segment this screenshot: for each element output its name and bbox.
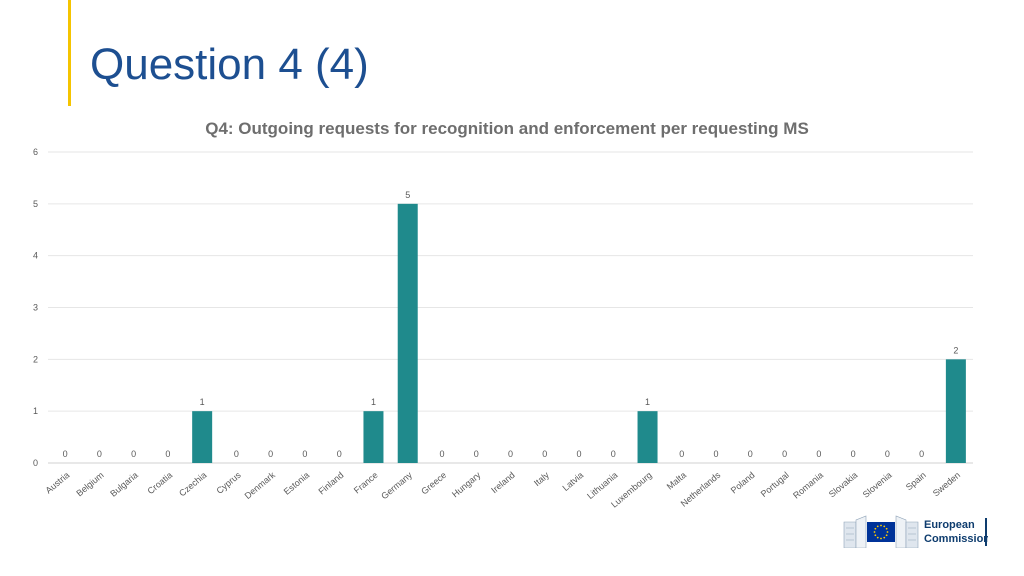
y-tick-label: 4 — [33, 251, 38, 261]
data-label-france: 1 — [371, 397, 376, 407]
logo-line-2: Commission — [924, 533, 988, 545]
x-tick-label-denmark: Denmark — [243, 470, 278, 501]
y-tick-label: 6 — [33, 147, 38, 157]
x-tick-label-finland: Finland — [316, 470, 345, 497]
data-label-slovakia: 0 — [851, 449, 856, 459]
data-label-netherlands: 0 — [714, 449, 719, 459]
bar-germany — [397, 203, 418, 464]
data-label-finland: 0 — [337, 449, 342, 459]
data-label-ireland: 0 — [508, 449, 513, 459]
eu-star — [885, 534, 888, 537]
data-label-latvia: 0 — [577, 449, 582, 459]
data-label-belgium: 0 — [97, 449, 102, 459]
x-tick-label-czechia: Czechia — [177, 470, 208, 499]
eu-star — [883, 525, 886, 528]
data-label-bulgaria: 0 — [131, 449, 136, 459]
x-tick-label-slovenia: Slovenia — [861, 470, 894, 500]
chart-gridlines — [48, 151, 973, 464]
eu-star — [885, 527, 888, 530]
european-commission-logo: European Commission — [842, 515, 988, 548]
x-tick-label-sweden: Sweden — [931, 470, 962, 499]
eu-flag-icon — [867, 522, 895, 542]
data-label-malta: 0 — [679, 449, 684, 459]
slide-title: Question 4 (4) — [90, 40, 369, 89]
x-tick-label-bulgaria: Bulgaria — [108, 470, 140, 499]
x-tick-label-ireland: Ireland — [489, 470, 517, 495]
data-label-austria: 0 — [63, 449, 68, 459]
x-tick-label-latvia: Latvia — [560, 470, 585, 493]
x-tick-label-slovakia: Slovakia — [827, 470, 859, 500]
x-tick-label-austria: Austria — [44, 470, 72, 496]
data-label-romania: 0 — [816, 449, 821, 459]
eu-star — [874, 527, 877, 530]
y-tick-label: 2 — [33, 354, 38, 364]
data-labels: 0 0 0 0 1 0 0 0 0 1 5 0 0 0 0 0 0 1 0 0 0 0 0 0 0 0 2 — [63, 190, 959, 459]
bar-sweden — [945, 359, 966, 463]
x-tick-label-spain: Spain — [904, 470, 928, 492]
data-label-czechia: 1 — [200, 397, 205, 407]
y-tick-label: 0 — [33, 458, 38, 468]
data-label-hungary: 0 — [474, 449, 479, 459]
x-tick-label-romania: Romania — [791, 470, 825, 501]
eu-star — [874, 534, 877, 537]
data-label-greece: 0 — [439, 449, 444, 459]
x-tick-label-france: France — [352, 470, 380, 496]
y-tick-label: 5 — [33, 199, 38, 209]
x-tick-label-cyprus: Cyprus — [214, 470, 243, 496]
x-tick-label-portugal: Portugal — [759, 470, 791, 499]
data-label-poland: 0 — [748, 449, 753, 459]
data-label-sweden: 2 — [953, 345, 958, 355]
logo-divider — [985, 518, 987, 546]
eu-star — [883, 536, 886, 539]
x-tick-label-croatia: Croatia — [146, 470, 175, 496]
y-tick-label: 1 — [33, 406, 38, 416]
bar-france — [363, 411, 384, 463]
y-axis-ticks: 0 1 2 3 4 5 6 — [33, 147, 38, 468]
chart-title: Q4: Outgoing requests for recognition an… — [205, 119, 809, 138]
x-tick-label-greece: Greece — [419, 470, 448, 497]
x-tick-label-hungary: Hungary — [450, 470, 483, 500]
x-axis-categories: Austria Belgium Bulgaria Croatia Czechia Cypr… — [44, 470, 963, 510]
data-label-portugal: 0 — [782, 449, 787, 459]
data-label-croatia: 0 — [165, 449, 170, 459]
data-label-italy: 0 — [542, 449, 547, 459]
x-tick-label-poland: Poland — [729, 470, 757, 496]
logo-line-1: European — [924, 519, 975, 531]
eu-star — [873, 531, 876, 533]
data-label-cyprus: 0 — [234, 449, 239, 459]
eu-star — [886, 531, 889, 533]
eu-star — [880, 537, 882, 540]
x-tick-label-germany: Germany — [379, 470, 414, 502]
x-tick-label-belgium: Belgium — [74, 470, 105, 499]
x-tick-label-italy: Italy — [532, 470, 551, 489]
title-accent-bar — [68, 0, 71, 106]
chart-bars — [192, 203, 966, 464]
data-label-estonia: 0 — [302, 449, 307, 459]
data-label-slovenia: 0 — [885, 449, 890, 459]
x-tick-label-estonia: Estonia — [282, 470, 311, 497]
bar-czechia — [192, 411, 213, 463]
data-label-lithuania: 0 — [611, 449, 616, 459]
eu-star — [876, 536, 879, 539]
data-label-germany: 5 — [405, 190, 410, 200]
data-label-luxembourg: 1 — [645, 397, 650, 407]
eu-star — [880, 524, 882, 527]
x-tick-label-malta: Malta — [665, 470, 688, 492]
bar-luxembourg — [637, 411, 658, 463]
y-tick-label: 3 — [33, 303, 38, 313]
data-label-denmark: 0 — [268, 449, 273, 459]
eu-star — [876, 525, 879, 528]
data-label-spain: 0 — [919, 449, 924, 459]
